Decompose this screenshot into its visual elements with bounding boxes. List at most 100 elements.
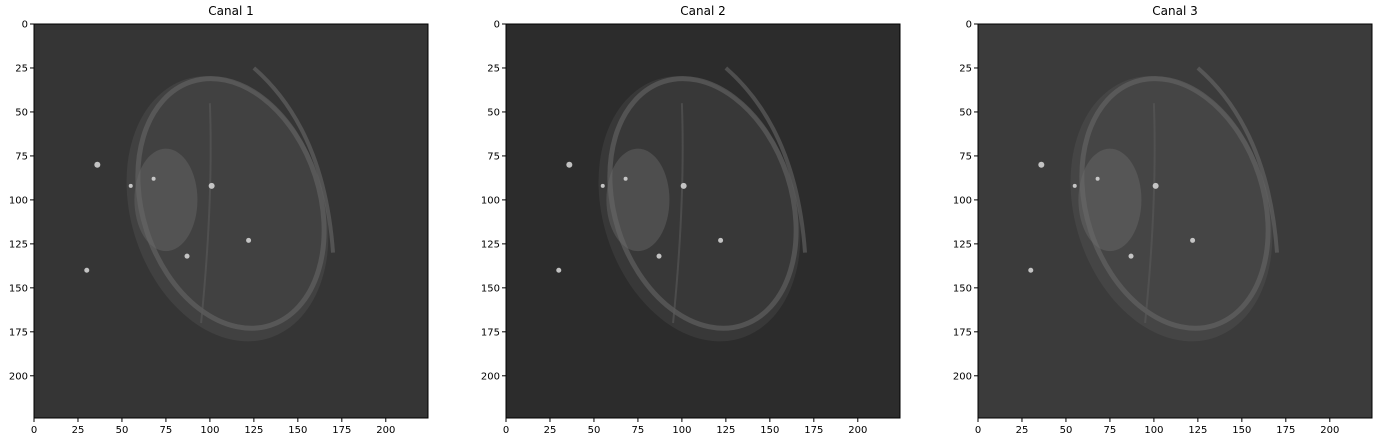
bright-spot <box>151 176 156 181</box>
x-tick-label: 75 <box>160 425 173 436</box>
y-tick-label: 0 <box>22 20 28 31</box>
bright-spot <box>1072 183 1077 188</box>
bright-spot <box>566 161 573 168</box>
x-tick-label: 100 <box>200 425 219 436</box>
bright-spot <box>556 267 562 273</box>
y-tick-label: 0 <box>966 20 972 31</box>
y-tick-label: 100 <box>953 195 972 206</box>
y-tick-label: 175 <box>953 327 972 338</box>
x-tick-label: 100 <box>672 425 691 436</box>
bright-spot <box>1095 176 1100 181</box>
panel-title: Canal 2 <box>680 4 726 18</box>
tissue-region <box>134 148 198 252</box>
x-tick-label: 50 <box>116 425 129 436</box>
panel-title: Canal 3 <box>1152 4 1198 18</box>
x-tick-label: 175 <box>1276 425 1295 436</box>
bright-spot <box>246 237 252 243</box>
x-tick-label: 125 <box>1188 425 1207 436</box>
panel-canal-2: Canal 2 0 25 50 75 100 125 150 175 200 0 25 50 75 100… <box>472 0 932 441</box>
skull-region <box>126 76 329 342</box>
y-tick-label: 100 <box>481 195 500 206</box>
x-tick-label: 175 <box>804 425 823 436</box>
y-tick-label: 200 <box>481 371 500 382</box>
y-tick-label: 75 <box>15 151 28 162</box>
y-tick-label: 150 <box>481 283 500 294</box>
x-tick-label: 25 <box>544 425 557 436</box>
scan-structure <box>1028 66 1280 342</box>
x-tick-label: 75 <box>632 425 645 436</box>
bright-spot <box>600 183 605 188</box>
bright-spot <box>128 183 133 188</box>
bright-spot <box>623 176 628 181</box>
skull-outline <box>1079 76 1271 331</box>
image-axes: 0 25 50 75 100 125 150 175 200 0 25 50 75 100 125 150 17… <box>481 20 901 436</box>
panel-canal-1: Canal 1 0 25 50 75 100 125 150 175 200 0 25 50 75 100… <box>0 0 460 441</box>
y-tick-label: 150 <box>953 283 972 294</box>
cortex-edge <box>724 66 808 253</box>
y-tick-label: 75 <box>959 151 972 162</box>
x-tick-label: 25 <box>1016 425 1029 436</box>
image-axes: 0 25 50 75 100 125 150 175 200 0 25 50 75 100 125 150 17… <box>953 20 1373 436</box>
bright-spot <box>1128 253 1134 259</box>
bright-spot <box>1190 237 1196 243</box>
x-tick-label: 25 <box>72 425 85 436</box>
image-axes: 0 25 50 75 100 125 150 175 200 0 25 50 75 100 125 150 17… <box>9 20 429 436</box>
y-tick-label: 150 <box>9 283 28 294</box>
x-tick-label: 100 <box>1144 425 1163 436</box>
y-tick-label: 125 <box>481 239 500 250</box>
x-tick-label: 125 <box>244 425 263 436</box>
midline <box>1144 103 1156 324</box>
x-tick-label: 200 <box>848 425 867 436</box>
y-tick-label: 100 <box>9 195 28 206</box>
scan-structure <box>84 66 336 342</box>
x-tick-label: 50 <box>588 425 601 436</box>
midline <box>672 103 684 324</box>
tissue-region <box>1078 148 1142 252</box>
y-tick-label: 0 <box>494 20 500 31</box>
scan-structure <box>556 66 808 342</box>
x-tick-label: 125 <box>716 425 735 436</box>
skull-region <box>1070 76 1273 342</box>
y-tick-label: 50 <box>959 107 972 118</box>
skull-outline <box>135 76 327 331</box>
x-tick-label: 150 <box>1232 425 1251 436</box>
bright-spot <box>1152 182 1159 189</box>
axes-frame <box>33 23 429 419</box>
x-tick-label: 0 <box>975 425 981 436</box>
bright-spot <box>1028 267 1034 273</box>
y-tick-label: 200 <box>9 371 28 382</box>
bright-spot <box>184 253 190 259</box>
y-tick-label: 50 <box>487 107 500 118</box>
bright-spot <box>718 237 724 243</box>
x-tick-label: 150 <box>760 425 779 436</box>
x-tick-label: 150 <box>288 425 307 436</box>
axes-frame <box>977 23 1373 419</box>
bright-spot <box>680 182 687 189</box>
bright-spot <box>84 267 90 273</box>
y-tick-label: 25 <box>15 63 28 74</box>
x-tick-label: 175 <box>332 425 351 436</box>
bright-spot <box>94 161 101 168</box>
tissue-region <box>606 148 670 252</box>
cortex-edge <box>252 66 336 253</box>
bright-spot <box>1038 161 1045 168</box>
x-tick-label: 200 <box>1320 425 1339 436</box>
y-tick-label: 50 <box>15 107 28 118</box>
skull-region <box>598 76 801 342</box>
y-tick-label: 25 <box>487 63 500 74</box>
y-tick-label: 125 <box>953 239 972 250</box>
x-tick-label: 200 <box>376 425 395 436</box>
panel-title: Canal 1 <box>208 4 254 18</box>
x-tick-label: 75 <box>1104 425 1117 436</box>
y-tick-label: 200 <box>953 371 972 382</box>
bright-spot <box>656 253 662 259</box>
cortex-edge <box>1196 66 1280 253</box>
panel-canal-3: Canal 3 0 25 50 75 100 125 150 175 200 0 25 50 75 100… <box>944 0 1379 441</box>
x-tick-label: 0 <box>503 425 509 436</box>
midline <box>200 103 212 324</box>
y-tick-label: 125 <box>9 239 28 250</box>
bright-spot <box>208 182 215 189</box>
y-tick-label: 175 <box>9 327 28 338</box>
axes-frame <box>505 23 901 419</box>
x-tick-label: 0 <box>31 425 37 436</box>
